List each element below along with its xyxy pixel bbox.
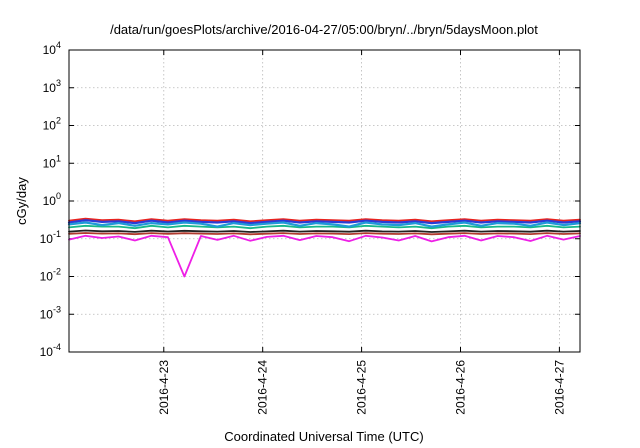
y-tick-label: 10-3 [40, 304, 61, 321]
series-line-7 [68, 234, 581, 278]
y-tick-label: 103 [43, 78, 61, 95]
x-axis-ticks: 2016-4-23 2016-4-24 2016-4-25 2016-4-26 2016… [157, 50, 566, 415]
y-axis-ticks: 10-4 10-3 10-2 10-1 100 101 102 103 104 [40, 40, 580, 359]
y-tick-label: 10-2 [40, 267, 61, 284]
series-line-5 [68, 229, 581, 233]
y-tick-label: 101 [43, 153, 61, 170]
x-tick-label: 2016-4-26 [453, 360, 467, 415]
y-tick-label: 10-1 [40, 229, 61, 246]
series-group [67, 217, 582, 278]
x-tick-label: 2016-4-27 [552, 360, 566, 415]
x-axis-label: Coordinated Universal Time (UTC) [224, 429, 423, 444]
x-tick-label: 2016-4-24 [256, 360, 270, 415]
series-line-1 [68, 217, 581, 223]
chart-title: /data/run/goesPlots/archive/2016-04-27/0… [110, 22, 538, 37]
series-line-6 [68, 232, 581, 236]
grid [69, 50, 580, 352]
y-tick-label: 10-4 [40, 342, 61, 359]
series-line-4 [67, 221, 582, 228]
plot-frame [68, 49, 581, 353]
x-tick-label: 2016-4-23 [157, 360, 171, 415]
y-axis-label: cGy/day [14, 177, 29, 225]
series-line-2 [67, 219, 582, 225]
y-tick-label: 104 [43, 40, 61, 57]
series-line-3 [68, 224, 581, 230]
x-tick-label: 2016-4-25 [355, 360, 369, 415]
y-tick-label: 100 [43, 191, 61, 208]
y-tick-label: 102 [43, 116, 61, 133]
